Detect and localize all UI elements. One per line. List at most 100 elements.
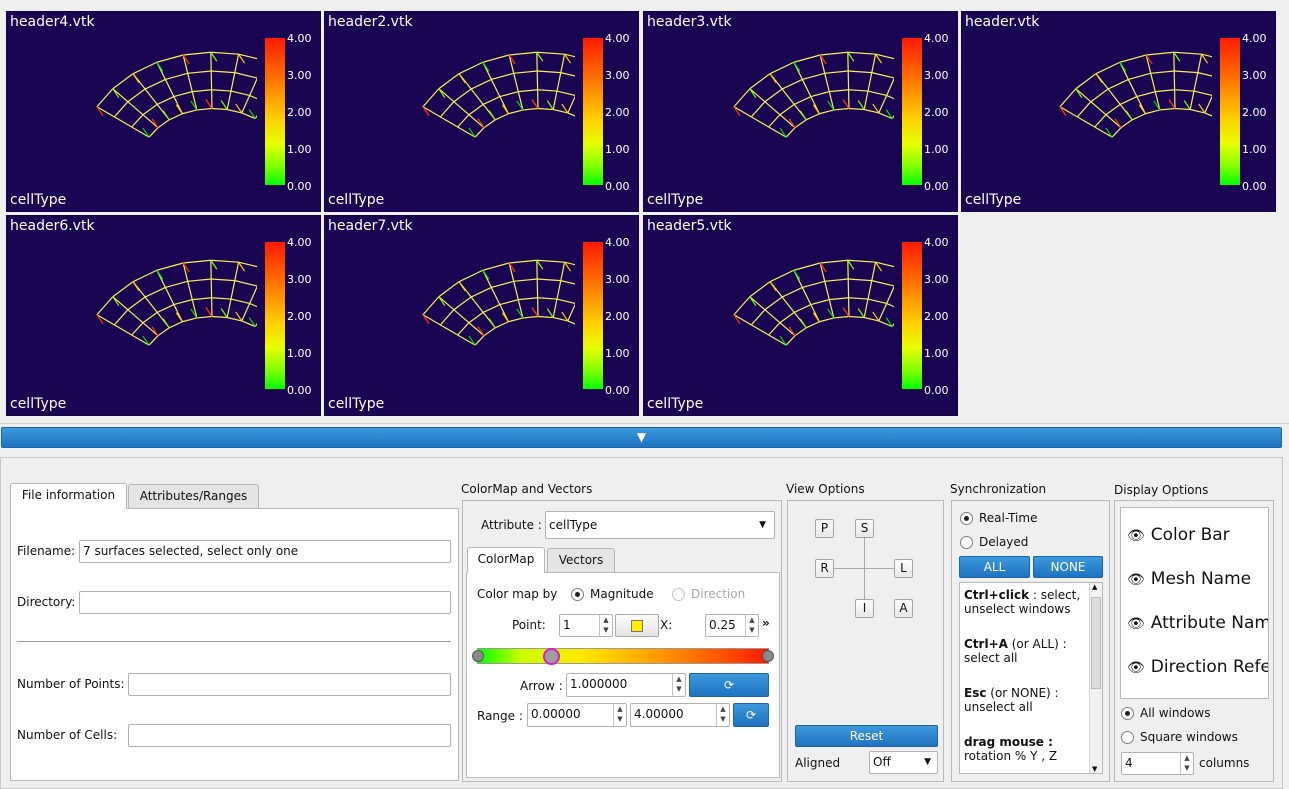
display-item-mesh-name[interactable]: 👁 Mesh Name: [1127, 569, 1252, 589]
cells-field[interactable]: [128, 724, 451, 747]
slider-point-handle[interactable]: [542, 648, 560, 665]
realtime-label: Real-Time: [979, 511, 1038, 525]
mesh-render: [422, 51, 575, 138]
render-view[interactable]: header5.vtk cellType 4.00 3.00 2.00 1.00 0.00: [643, 215, 958, 416]
mesh-render: [1059, 51, 1212, 138]
render-view[interactable]: header.vtk cellType 4.00 3.00 2.00 1.00 0.00: [961, 11, 1276, 212]
tab-attributes-ranges[interactable]: Attributes/Ranges: [128, 484, 259, 508]
reset-view-button[interactable]: Reset: [795, 725, 938, 747]
color-bar-tick-label: 4.00: [605, 236, 630, 249]
range-max-spinbox[interactable]: 4.00000 ▲ ▼: [630, 703, 730, 727]
tab-file-information[interactable]: File information: [10, 483, 127, 509]
color-bar-tick-label: 3.00: [287, 273, 312, 286]
render-view[interactable]: header4.vtk cellType 4.00 3.00 2.00 1.00 0.00: [6, 11, 321, 212]
range-min-spinbox[interactable]: 0.00000 ▲ ▼: [527, 703, 627, 727]
mesh-name-label: header5.vtk: [647, 218, 732, 234]
arrow-spinbox[interactable]: 1.000000 ▲ ▼: [566, 673, 686, 697]
display-options-group: 👁 Color Bar 👁 Mesh Name 👁 Attribute Nam 👁 Di…: [1114, 500, 1274, 782]
arrow-value: 1.000000: [570, 677, 628, 691]
select-none-button[interactable]: NONE: [1033, 556, 1103, 578]
columns-value: 4: [1125, 756, 1133, 770]
aligned-select[interactable]: Off ▼: [869, 751, 938, 774]
axis-vertical: [864, 529, 865, 609]
render-view[interactable]: header7.vtk cellType 4.00 3.00 2.00 1.00 0.00: [324, 215, 639, 416]
view-anterior-button[interactable]: A: [894, 599, 913, 618]
help-ctrl-a: Ctrl+A (or ALL) : select all: [964, 637, 1067, 665]
view-right-button[interactable]: R: [815, 559, 834, 578]
mesh-name-label: header3.vtk: [647, 14, 732, 30]
display-item-attribute-name[interactable]: 👁 Attribute Nam: [1127, 613, 1269, 633]
spin-arrows-icon[interactable]: ▲ ▼: [599, 615, 612, 636]
view-inferior-button[interactable]: I: [855, 599, 874, 618]
realtime-radio[interactable]: [960, 512, 973, 525]
render-view[interactable]: header3.vtk cellType 4.00 3.00 2.00 1.00 0.00: [643, 11, 958, 212]
colormap-gradient-slider[interactable]: [472, 648, 774, 665]
color-bar-tick-label: 0.00: [924, 180, 949, 193]
color-bar-tick-label: 0.00: [287, 180, 312, 193]
spin-arrows-icon[interactable]: ▲ ▼: [1180, 753, 1193, 774]
columns-spinbox[interactable]: 4 ▲ ▼: [1121, 752, 1194, 775]
panel-collapse-toggle[interactable]: ▼: [1, 427, 1282, 448]
spin-arrows-icon[interactable]: ▲ ▼: [672, 674, 685, 696]
render-view[interactable]: header2.vtk cellType 4.00 3.00 2.00 1.00 0.00: [324, 11, 639, 212]
square-windows-radio[interactable]: [1121, 731, 1134, 744]
points-field[interactable]: [128, 673, 451, 696]
range-reset-button[interactable]: ⟳: [733, 703, 769, 727]
spin-arrows-icon[interactable]: ▲ ▼: [613, 704, 626, 726]
all-windows-label: All windows: [1140, 706, 1211, 720]
point-spinbox[interactable]: 1 ▲ ▼: [559, 614, 613, 637]
select-all-button[interactable]: ALL: [959, 556, 1030, 578]
direction-radio[interactable]: [672, 588, 685, 601]
magnitude-label: Magnitude: [590, 587, 654, 601]
scroll-up-icon[interactable]: ▲: [1092, 583, 1098, 591]
mesh-name-label: header.vtk: [965, 14, 1040, 30]
attribute-name-label: cellType: [328, 192, 385, 208]
color-bar-tick-label: 1.00: [924, 347, 949, 360]
colormap-tab-panel: Color map by Magnitude Direction Point: …: [466, 572, 780, 778]
render-view[interactable]: header6.vtk cellType 4.00 3.00 2.00 1.00 0.00: [6, 215, 321, 416]
tab-colormap[interactable]: ColorMap: [467, 547, 545, 573]
cells-label: Number of Cells:: [17, 728, 118, 742]
slider-end-handle-right[interactable]: [762, 650, 774, 662]
slider-end-handle-left[interactable]: [472, 650, 484, 662]
direction-label: Direction: [691, 587, 746, 601]
attribute-name-label: cellType: [647, 396, 704, 412]
directory-field[interactable]: [79, 591, 451, 614]
scroll-down-icon[interactable]: ▼: [1092, 765, 1098, 773]
help-scrollbar[interactable]: ▲ ▼: [1089, 583, 1102, 773]
arrow-reset-button[interactable]: ⟳: [689, 673, 769, 697]
color-bar-tick-label: 1.00: [924, 143, 949, 156]
point-color-button[interactable]: [615, 614, 659, 637]
display-item-color-bar[interactable]: 👁 Color Bar: [1127, 525, 1230, 545]
spin-arrows-icon[interactable]: ▲ ▼: [716, 704, 729, 726]
color-bar-tick-label: 4.00: [924, 32, 949, 45]
aligned-select-value: Off: [873, 755, 891, 769]
display-item-direction-reference[interactable]: 👁 Direction Refe: [1127, 657, 1269, 677]
magnitude-radio[interactable]: [571, 588, 584, 601]
mesh-render: [422, 259, 575, 346]
x-spinbox[interactable]: 0.25 ▲ ▼: [705, 614, 759, 637]
view-left-button[interactable]: L: [894, 559, 913, 578]
attribute-select[interactable]: cellType ▼: [545, 511, 775, 539]
all-windows-radio[interactable]: [1121, 707, 1134, 720]
scrollbar-thumb[interactable]: [1091, 597, 1101, 689]
tab-vectors[interactable]: Vectors: [547, 548, 615, 572]
eye-icon: 👁: [1127, 660, 1145, 676]
color-bar-tick-label: 0.00: [605, 180, 630, 193]
refresh-icon: ⟳: [723, 678, 735, 692]
view-options-group: P S R L I A Reset Aligned Off ▼: [787, 500, 944, 782]
help-esc: Esc (or NONE) : unselect all: [964, 686, 1059, 714]
filename-field[interactable]: 7 surfaces selected, select only one: [79, 540, 451, 563]
color-bar-tick-label: 4.00: [287, 236, 312, 249]
spin-arrows-icon[interactable]: ▲ ▼: [745, 615, 758, 636]
view-superior-button[interactable]: S: [855, 519, 874, 538]
color-bar-tick-label: 2.00: [287, 310, 312, 323]
color-bar-tick-label: 1.00: [287, 347, 312, 360]
more-button[interactable]: »: [762, 616, 770, 630]
view-posterior-button[interactable]: P: [815, 519, 834, 538]
file-info-panel: Filename: 7 surfaces selected, select on…: [10, 508, 459, 781]
delayed-radio[interactable]: [960, 536, 973, 549]
color-bar: [583, 242, 603, 389]
attribute-name-label: cellType: [10, 192, 67, 208]
mesh-name-label: header7.vtk: [328, 218, 413, 234]
